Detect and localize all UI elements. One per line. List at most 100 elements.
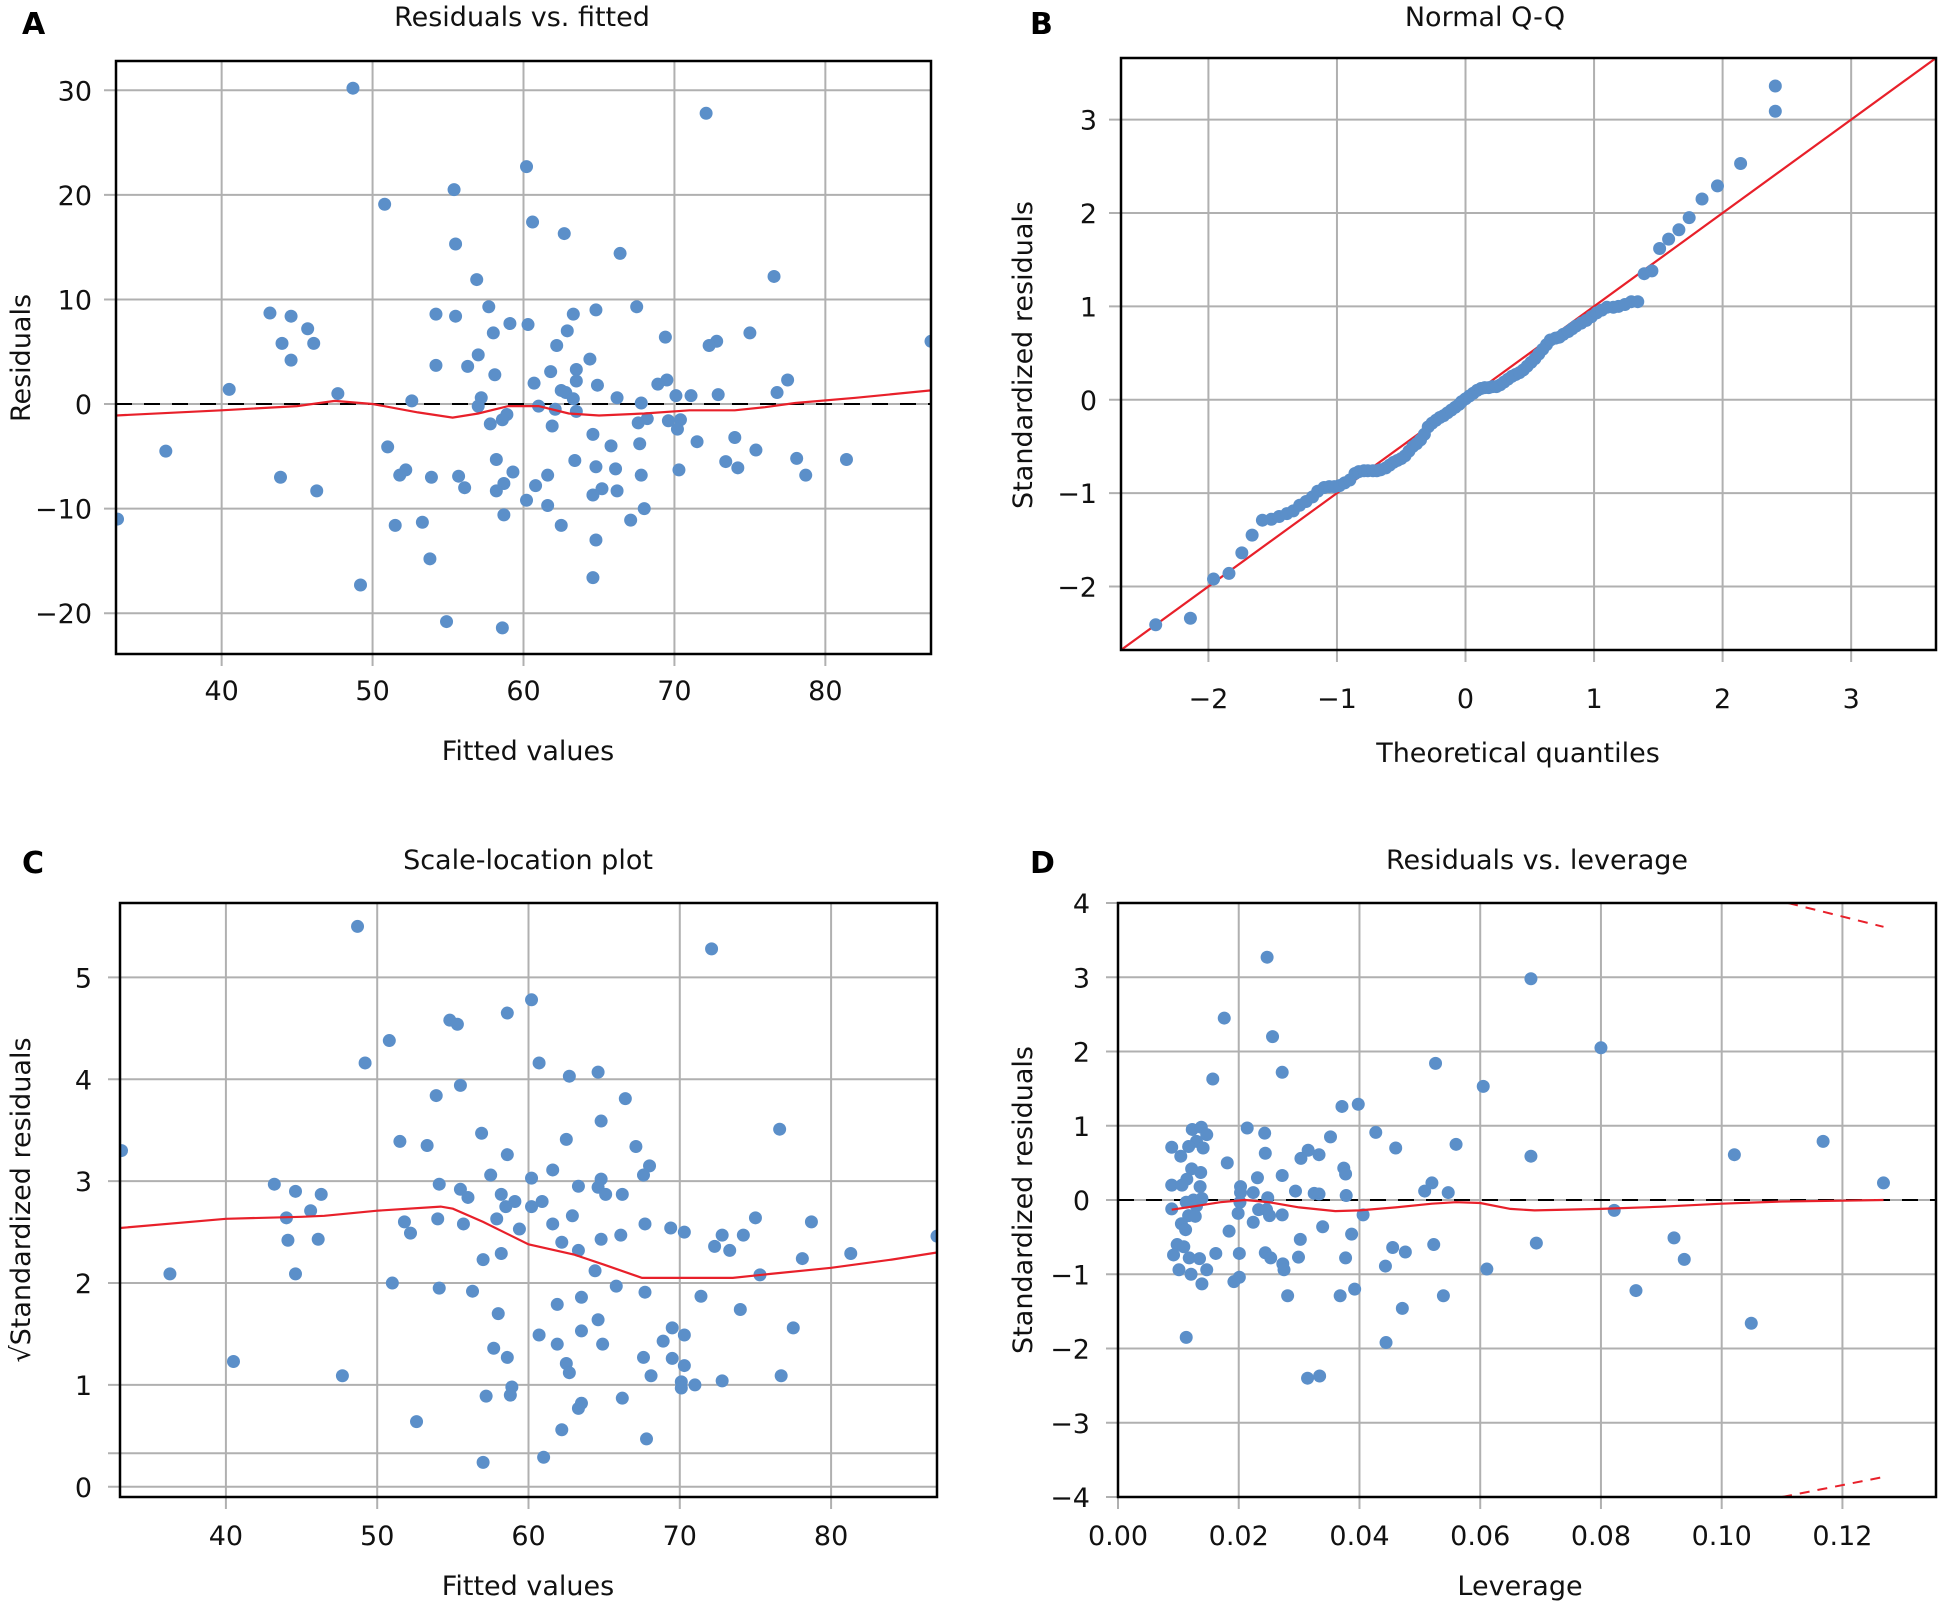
data-point (532, 1328, 546, 1342)
data-point (844, 1246, 858, 1260)
y-tick-label: 4 (75, 1065, 92, 1096)
data-point (1275, 1208, 1289, 1222)
data-point (1177, 1240, 1191, 1254)
data-point (569, 363, 583, 377)
x-tick-label: −2 (1189, 684, 1229, 715)
data-point (656, 1334, 670, 1348)
data-point (594, 1114, 608, 1128)
data-point (1524, 972, 1538, 986)
data-point (1727, 1148, 1741, 1162)
data-point (677, 1328, 691, 1342)
data-point (624, 513, 638, 527)
lowess-smoother-line (120, 1205, 937, 1280)
data-point (1356, 1208, 1370, 1222)
data-point (545, 419, 559, 433)
data-point (476, 1253, 490, 1267)
x-tick-label: 40 (209, 1521, 243, 1552)
data-point (388, 518, 402, 532)
cooks-distance-line (1781, 1476, 1884, 1497)
data-point (1677, 1252, 1691, 1266)
data-point (711, 388, 725, 402)
data-point (1389, 1141, 1403, 1155)
data-point (748, 1211, 762, 1225)
data-point (1594, 1041, 1608, 1055)
data-point (799, 468, 813, 482)
data-point (1339, 1251, 1353, 1265)
data-point (1645, 264, 1659, 278)
data-point (565, 1209, 579, 1223)
data-point (594, 1232, 608, 1246)
data-point (489, 452, 503, 466)
data-point (569, 404, 583, 418)
y-tick-label: 3 (1080, 106, 1097, 137)
data-point (550, 1337, 564, 1351)
data-point (1195, 1277, 1209, 1291)
data-point (1662, 232, 1676, 246)
data-point (634, 396, 648, 410)
data-point (488, 368, 502, 382)
data-point (351, 919, 365, 933)
data-point (479, 1389, 493, 1403)
data-point (453, 1078, 467, 1092)
data-point (431, 1212, 445, 1226)
data-point (590, 378, 604, 392)
data-point (571, 1401, 585, 1415)
data-point (555, 1423, 569, 1437)
data-point (1165, 1178, 1179, 1192)
data-point (637, 502, 651, 516)
data-point (487, 1341, 501, 1355)
data-point (1184, 1267, 1198, 1281)
plot-area (116, 81, 931, 635)
data-point (1232, 1246, 1246, 1260)
data-point (559, 1132, 573, 1146)
data-point (281, 1233, 295, 1247)
data-point (453, 1182, 467, 1196)
data-point (1816, 1134, 1830, 1148)
data-point (1386, 1241, 1400, 1255)
data-point (651, 377, 665, 391)
data-point (1188, 1209, 1202, 1223)
y-tick-label: 20 (58, 181, 92, 212)
data-point (1418, 1184, 1432, 1198)
data-point (541, 498, 555, 512)
data-point (503, 317, 517, 331)
data-point (1175, 1178, 1189, 1192)
data-point (1281, 1289, 1295, 1303)
data-point (537, 1450, 551, 1464)
data-point (449, 237, 463, 251)
data-point (335, 1369, 349, 1383)
data-point (1165, 1140, 1179, 1154)
data-point (615, 1187, 629, 1201)
data-point (613, 246, 627, 260)
data-point (1429, 1056, 1443, 1070)
data-point (424, 470, 438, 484)
panel-letter-c: C (22, 846, 44, 881)
plot-frame (118, 901, 939, 1499)
data-point (566, 307, 580, 321)
data-point (1667, 1231, 1681, 1245)
data-point (1246, 1215, 1260, 1229)
y-axis-label: √Standardized residuals (6, 1037, 37, 1362)
data-point (314, 1187, 328, 1201)
data-point (665, 1351, 679, 1365)
data-point (795, 1252, 809, 1266)
data-point (475, 1126, 489, 1140)
data-point (633, 437, 647, 451)
data-point (636, 1350, 650, 1364)
data-point (562, 1069, 576, 1083)
data-point (500, 1148, 514, 1162)
x-tick-label: 0.10 (1692, 1521, 1752, 1552)
data-point (461, 1190, 475, 1204)
data-point (405, 394, 419, 408)
data-point (665, 1321, 679, 1335)
y-tick-label: −2 (1057, 573, 1097, 604)
data-point (638, 1285, 652, 1299)
data-point (1245, 528, 1259, 542)
y-tick-label: 10 (58, 285, 92, 316)
data-point (440, 615, 454, 629)
data-point (1316, 1220, 1330, 1234)
data-point (1217, 1011, 1231, 1025)
data-point (275, 336, 289, 350)
data-point (596, 1337, 610, 1351)
